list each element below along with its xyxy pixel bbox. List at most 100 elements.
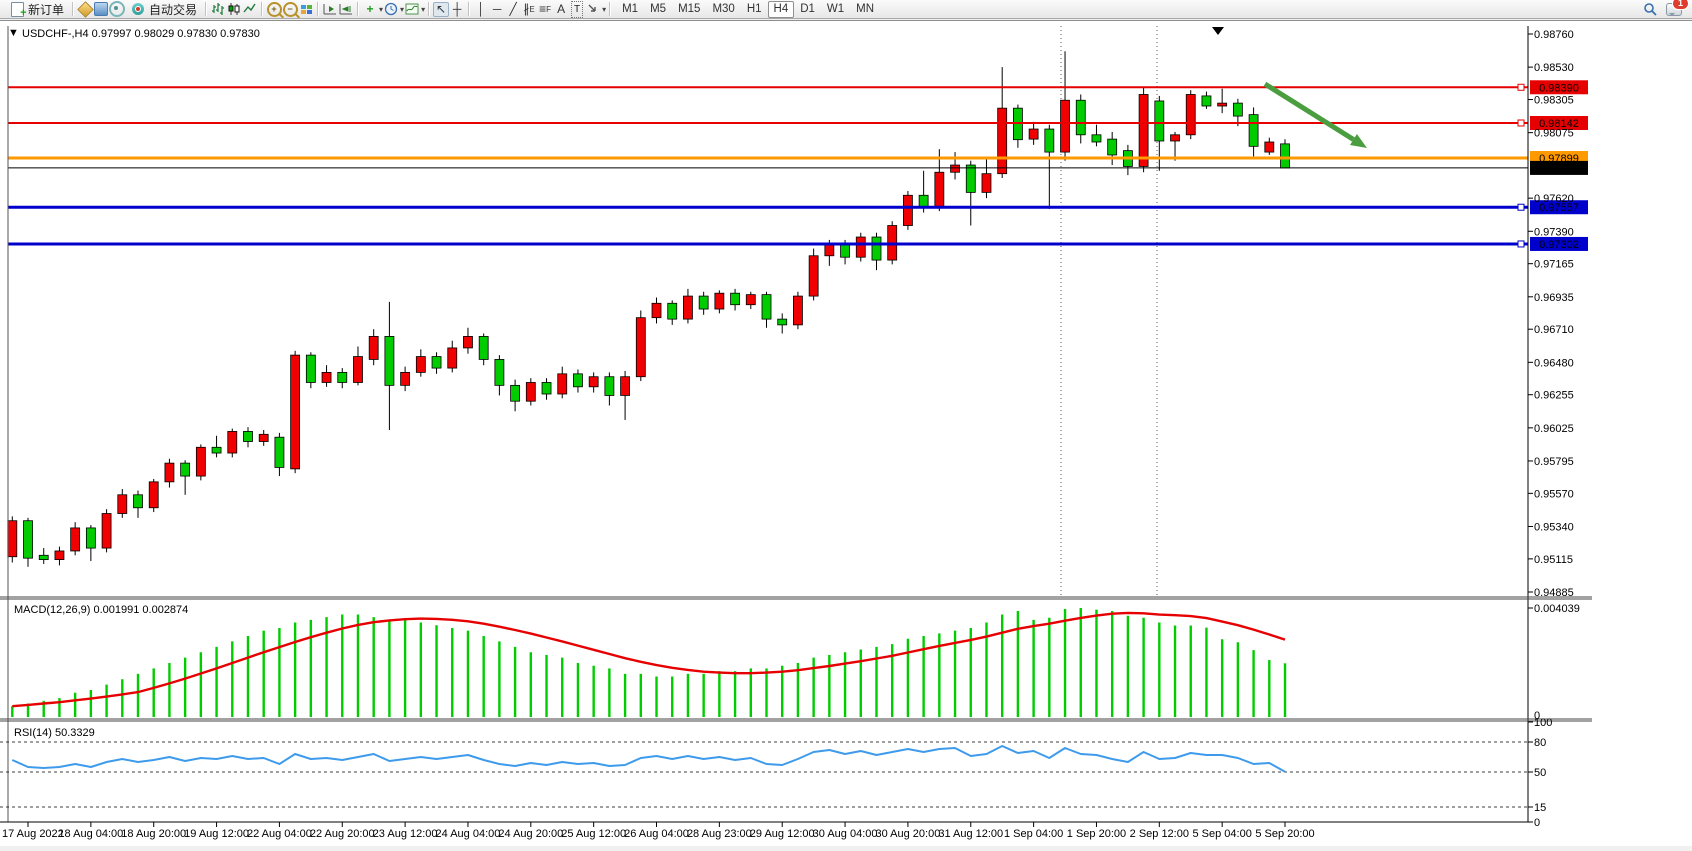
candlestick-chart-icon[interactable] xyxy=(226,2,242,17)
chart-shift-marker[interactable] xyxy=(1212,27,1224,35)
auto-scroll-icon[interactable] xyxy=(322,2,338,17)
equidistant-channel-icon[interactable]: ∦ E xyxy=(523,1,535,16)
zoom-in-icon[interactable]: + xyxy=(266,1,282,17)
timeframe-d1[interactable]: D1 xyxy=(800,2,815,15)
arrow-head xyxy=(1349,133,1367,148)
zoom-out-icon[interactable]: − xyxy=(282,1,298,17)
resistance-line-1[interactable]: 0.98390 xyxy=(8,80,1588,95)
candle-body xyxy=(7,520,18,558)
arrows-dropdown-caret[interactable]: ▾ xyxy=(602,4,607,14)
time-tick-label: 5 Sep 04:00 xyxy=(1192,828,1251,840)
symbol-title: USDCHF-,H4 0.97997 0.98029 0.97830 0.978… xyxy=(22,28,260,40)
trendline-icon[interactable]: ╱ xyxy=(509,1,517,16)
panel-separator-1[interactable] xyxy=(0,596,1592,600)
timeframe-w1[interactable]: W1 xyxy=(826,2,845,15)
candle-body xyxy=(400,371,411,386)
horizontal-line-icon[interactable]: ─ xyxy=(492,1,502,16)
arrows-icon[interactable] xyxy=(585,2,601,17)
periods-dropdown-caret[interactable]: ▾ xyxy=(400,4,405,14)
candle-body xyxy=(808,255,819,297)
candle-body xyxy=(353,356,363,383)
crosshair-icon[interactable]: ┼ xyxy=(452,1,462,16)
candle-body xyxy=(997,107,1008,175)
candle-body xyxy=(431,356,442,369)
time-tick-label: 24 Aug 20:00 xyxy=(498,828,563,840)
support-line-1[interactable]: 0.97557 xyxy=(8,200,1588,215)
arrow-shaft xyxy=(1263,81,1355,142)
cursor-icon[interactable]: ↖ xyxy=(433,1,450,17)
macd-axis-zero: 0 xyxy=(1534,710,1540,722)
price-label-box xyxy=(1530,236,1588,251)
collapse-panel-icon[interactable]: ▼ xyxy=(8,27,19,39)
indicators-dropdown-caret[interactable]: ▾ xyxy=(379,4,384,14)
panel-separator-2[interactable] xyxy=(0,718,1592,722)
indicators-icon[interactable]: + xyxy=(366,1,374,16)
vertical-line-icon[interactable]: │ xyxy=(477,1,485,16)
line-chart-icon[interactable] xyxy=(242,2,258,17)
time-tick-label: 18 Aug 20:00 xyxy=(121,828,186,840)
timeframe-h4[interactable]: H4 xyxy=(767,0,795,18)
support-line-2[interactable]: 0.97302 xyxy=(8,236,1588,251)
time-tick-label: 22 Aug 04:00 xyxy=(247,828,312,840)
macd-label: MACD(12,26,9) 0.001991 0.002874 xyxy=(14,604,188,616)
search-icon[interactable] xyxy=(1642,2,1658,17)
timeframe-h1[interactable]: H1 xyxy=(746,2,762,15)
candle-body xyxy=(1075,99,1086,136)
candle-body xyxy=(620,376,630,396)
toolbar: 新订单 自动交易 + − + ▾ ▾ ▾ ↖ ┼ │ ─ ╱ ∦E ≡F A T xyxy=(0,0,1692,21)
candle-body xyxy=(337,371,348,383)
pivot-line[interactable]: 0.97899 xyxy=(8,150,1588,165)
tester-icon[interactable] xyxy=(93,2,109,17)
candle-body xyxy=(541,382,552,395)
current-price-line[interactable]: 0.97830 xyxy=(8,160,1588,175)
candle-body xyxy=(101,513,112,549)
timeframe-m5[interactable]: M5 xyxy=(650,2,667,15)
candle-body xyxy=(321,371,332,383)
time-tick-label: 30 Aug 20:00 xyxy=(875,828,940,840)
periods-icon[interactable] xyxy=(383,2,399,17)
toolbar-separator xyxy=(317,2,320,16)
axis-tick-label: 0.95570 xyxy=(1534,488,1574,500)
notifications-icon[interactable]: 1 xyxy=(1666,0,1689,17)
down-arrow-object[interactable] xyxy=(1263,81,1367,148)
templates-icon[interactable] xyxy=(404,2,420,17)
candle-body xyxy=(54,550,65,561)
axis-tick-label: 0.97620 xyxy=(1534,193,1574,205)
candle-body xyxy=(117,494,128,514)
auto-trading-button[interactable]: 自动交易 xyxy=(125,1,202,18)
price-label-box xyxy=(1530,160,1588,175)
text-label-icon[interactable]: T xyxy=(569,0,585,18)
candle-body xyxy=(180,462,191,477)
candle-body xyxy=(761,294,772,320)
timeframe-m15[interactable]: M15 xyxy=(678,2,701,15)
new-order-button[interactable]: 新订单 xyxy=(4,1,69,21)
rsi-level-label: 50 xyxy=(1534,767,1546,779)
bar-chart-icon[interactable] xyxy=(210,2,226,17)
toolbar-separator xyxy=(428,2,431,16)
time-tick-label: 22 Aug 20:00 xyxy=(310,828,375,840)
candle-body xyxy=(840,243,850,258)
candle-body xyxy=(1091,134,1102,143)
timeframe-m30[interactable]: M30 xyxy=(712,2,735,15)
signals-icon[interactable] xyxy=(109,1,126,17)
candle-body xyxy=(667,302,678,320)
time-tick-label: 5 Sep 20:00 xyxy=(1255,828,1314,840)
timeframe-m1[interactable]: M1 xyxy=(622,2,639,15)
price-label-box xyxy=(1530,200,1588,215)
candle-body xyxy=(965,164,976,193)
candle-body xyxy=(871,236,882,261)
candle-body xyxy=(1217,102,1228,107)
templates-dropdown-caret[interactable]: ▾ xyxy=(421,4,426,14)
fibonacci-icon[interactable]: ≡ F xyxy=(539,1,552,16)
timeframe-mn[interactable]: MN xyxy=(856,2,875,15)
chart-shift-icon[interactable] xyxy=(338,2,354,17)
time-tick-label: 1 Sep 20:00 xyxy=(1067,828,1126,840)
market-icon[interactable] xyxy=(76,0,94,18)
tile-windows-icon[interactable] xyxy=(298,2,314,17)
text-icon[interactable]: A xyxy=(557,1,566,16)
resistance-line-2[interactable]: 0.98142 xyxy=(8,115,1588,130)
candle-body xyxy=(447,347,458,369)
candle-body xyxy=(714,292,725,310)
toolbar-separator xyxy=(72,2,75,16)
